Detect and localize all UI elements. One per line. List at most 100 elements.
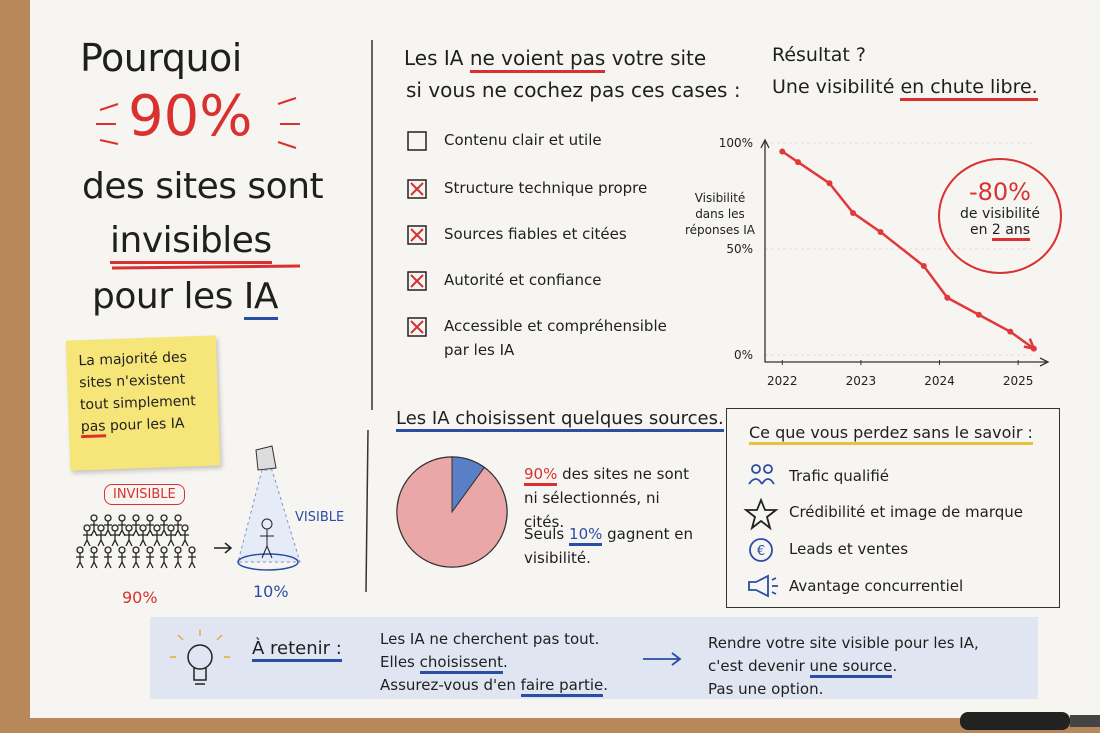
crowd-head <box>97 524 105 532</box>
x-tick-label: 2024 <box>924 374 955 388</box>
loss-item: Avantage concurrentiel <box>789 577 964 595</box>
crowd-head <box>90 514 98 522</box>
takeaway-line: c'est devenir <box>708 657 805 675</box>
y-tick-label: 50% <box>726 242 753 256</box>
x-tick-label: 2023 <box>846 374 877 388</box>
crowd-head <box>188 546 196 554</box>
heading-text: votre site <box>611 46 707 70</box>
crowd-head <box>118 514 126 522</box>
crowd-head <box>153 524 161 532</box>
crowd-body <box>188 553 196 569</box>
crowd-body <box>174 553 182 569</box>
point <box>795 159 802 166</box>
crowd-head <box>174 514 182 522</box>
crowd-body <box>160 553 168 569</box>
headline-highlight: 90% <box>128 84 253 149</box>
point <box>877 229 884 236</box>
checkbox <box>407 131 427 151</box>
crowd-body <box>104 521 112 537</box>
crowd-body <box>118 553 126 569</box>
loss-icons: € <box>743 464 779 598</box>
crowd-head <box>104 514 112 522</box>
heading-text: Les IA <box>404 46 464 70</box>
crowd-body <box>139 531 147 547</box>
crowd-body <box>174 521 182 537</box>
x-tick-label: 2025 <box>1003 374 1034 388</box>
marker <box>960 712 1100 730</box>
spotlight <box>237 445 301 571</box>
crowd-head <box>160 514 168 522</box>
takeaway-emph: une source <box>809 657 893 678</box>
takeaway-emph: faire partie <box>520 676 604 697</box>
crowd-head <box>118 546 126 554</box>
x-tick-label: 2022 <box>767 374 798 388</box>
crowd-head <box>132 546 140 554</box>
crowd-share: 90% <box>122 588 158 607</box>
y-axis-label: Visibilité <box>695 191 746 205</box>
takeaway-emph: choisissent <box>419 653 503 674</box>
crowd-body <box>146 553 154 569</box>
crowd-body <box>132 521 140 537</box>
takeaway-line: Assurez-vous d'en <box>380 676 516 694</box>
takeaway-line: Les IA ne cherchent pas tout. <box>380 630 600 648</box>
divider <box>365 429 369 593</box>
result-line: Une visibilité <box>772 76 895 98</box>
point <box>975 311 982 318</box>
annotation-emph: 2 ans <box>991 222 1031 241</box>
point <box>779 148 786 155</box>
pie-value-label: 10% <box>569 525 603 546</box>
crowd <box>76 514 196 569</box>
heading-emph: ne voient pas <box>469 46 606 73</box>
crowd-head <box>146 546 154 554</box>
pie-value-label: 90% <box>524 465 558 486</box>
point <box>920 262 927 269</box>
check-cross <box>410 182 424 196</box>
crowd-head <box>104 546 112 554</box>
crowd-body <box>104 553 112 569</box>
crowd-head <box>167 524 175 532</box>
crowd-head <box>132 514 140 522</box>
check-cross <box>410 228 424 242</box>
crowd-head <box>181 524 189 532</box>
result-line: Résultat ? <box>772 44 866 66</box>
annotation-circle: -80% de visibilité en 2 ans <box>938 158 1062 274</box>
takeaway-line: Elles <box>380 653 415 671</box>
annotation-text: en <box>969 222 988 238</box>
annotation-value: -80% <box>968 178 1031 206</box>
checkbox <box>407 225 427 245</box>
axes <box>760 138 1050 367</box>
crowd-body <box>83 531 91 547</box>
crowd-head <box>83 524 91 532</box>
spot-label: VISIBLE <box>295 510 345 525</box>
crowd-head <box>111 524 119 532</box>
pie-category: des sites ne sont ni sélectionnés, ni ci… <box>524 465 690 531</box>
crowd-body <box>153 531 161 547</box>
checkbox <box>407 317 427 337</box>
svg-text:€: € <box>757 544 765 559</box>
crowd-head <box>146 514 154 522</box>
checklist-item: Sources fiables et citées <box>444 225 627 243</box>
losses-box: Ce que vous perdez sans le savoir : Traf… <box>726 408 1060 608</box>
crowd-head <box>125 524 133 532</box>
line-series <box>781 150 1035 350</box>
underline <box>111 264 301 270</box>
crowd-body <box>76 553 84 569</box>
headline-emph: invisibles <box>110 220 272 264</box>
y-tick-label: 100% <box>719 136 753 150</box>
headline-emph: IA <box>243 276 279 320</box>
arrow-head <box>1023 338 1036 351</box>
check-cross <box>410 274 424 288</box>
crowd-body <box>132 553 140 569</box>
pie-slice <box>396 456 508 568</box>
crowd-label: INVISIBLE <box>104 484 185 505</box>
checkbox <box>407 271 427 291</box>
pie-prefix: Seuls <box>524 525 565 543</box>
loss-item: Leads et ventes <box>789 540 909 558</box>
point <box>944 294 951 301</box>
losses-heading: Ce que vous perdez sans le savoir : <box>749 423 1033 445</box>
headline-line: des sites sont <box>82 166 324 207</box>
crowd-body <box>118 521 126 537</box>
headline-line: pour les <box>92 276 233 317</box>
crowd-head <box>76 546 84 554</box>
pie-category: gagnent en visibilité. <box>524 525 694 567</box>
